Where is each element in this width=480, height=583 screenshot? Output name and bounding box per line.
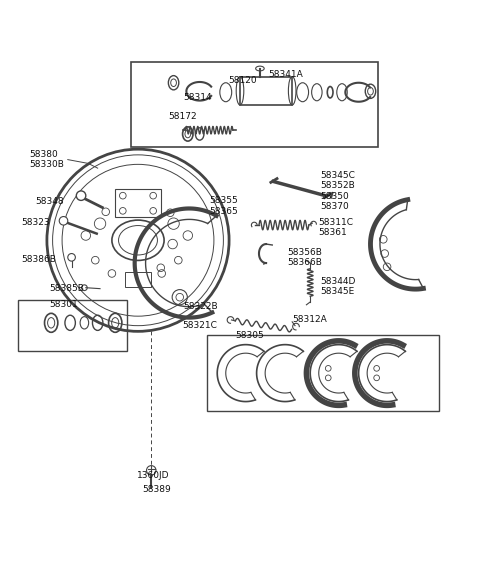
Text: 58120: 58120 [228, 76, 257, 85]
Text: 58341A: 58341A [268, 70, 303, 79]
Text: 58345C
58352B
58350
58370: 58345C 58352B 58350 58370 [321, 171, 356, 211]
Bar [18, 300, 127, 351]
Bar [131, 62, 378, 147]
Bar [115, 189, 161, 216]
Text: 58314: 58314 [183, 93, 212, 103]
Text: 1360JD: 1360JD [137, 471, 169, 480]
Text: 58323: 58323 [22, 218, 50, 227]
Bar [240, 76, 292, 105]
Text: 58311C
58361: 58311C 58361 [318, 217, 353, 237]
Text: 58301: 58301 [49, 300, 78, 310]
Text: 58344D
58345E: 58344D 58345E [321, 277, 356, 297]
Text: 58305: 58305 [235, 331, 264, 340]
Bar [207, 335, 439, 411]
Circle shape [59, 216, 68, 225]
Circle shape [76, 191, 86, 201]
Text: 58380
58330B: 58380 58330B [29, 150, 64, 169]
Text: 58355
58365: 58355 58365 [209, 196, 238, 216]
Text: 58356B
58366B: 58356B 58366B [288, 248, 322, 267]
Text: 58312A: 58312A [292, 315, 327, 325]
Text: 58321C: 58321C [182, 321, 217, 330]
Bar [125, 272, 151, 287]
Text: 58348: 58348 [35, 197, 64, 206]
Text: 58322B: 58322B [183, 302, 218, 311]
Text: 58389: 58389 [143, 485, 171, 494]
Text: 58386B: 58386B [22, 255, 57, 264]
Text: 58172: 58172 [168, 113, 196, 121]
Text: 58385B: 58385B [49, 284, 84, 293]
